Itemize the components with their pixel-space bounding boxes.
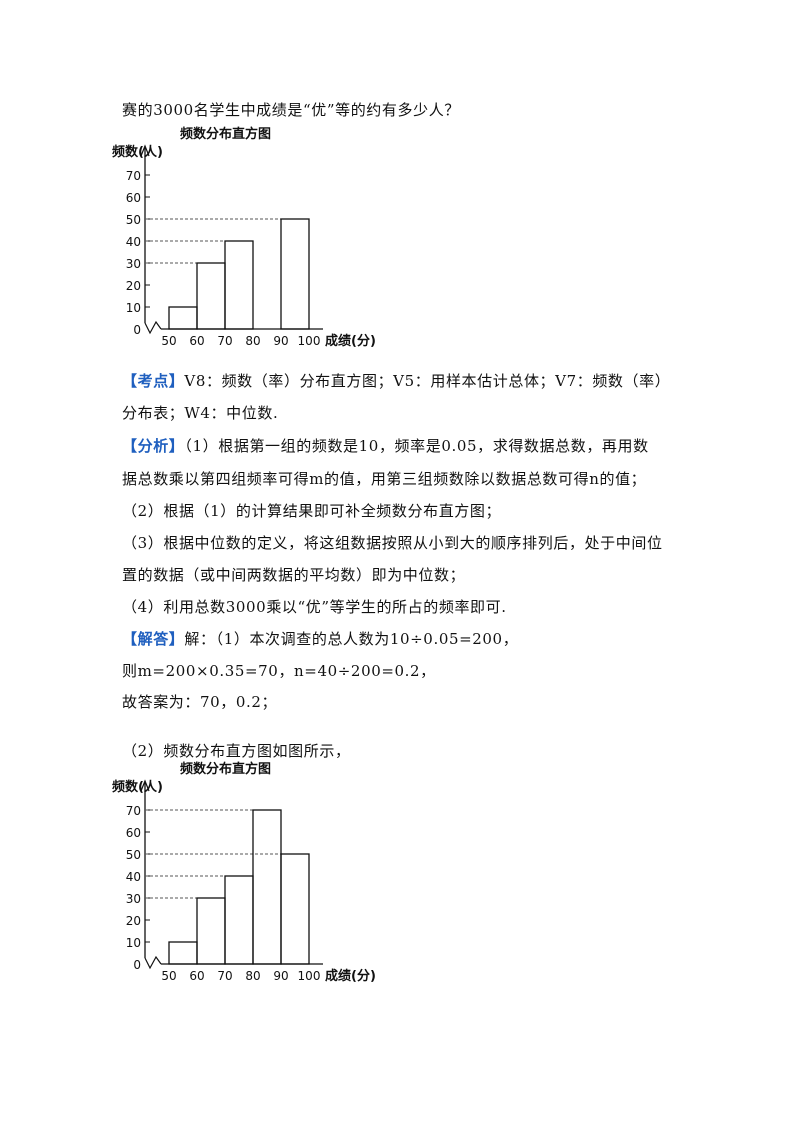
fenxi-line-6: （4）利用总数3000乘以“优”等学生的所占的频率即可. bbox=[122, 598, 507, 616]
x-tick-label: 60 bbox=[189, 969, 204, 983]
chart-title: 频数分布直方图 bbox=[180, 126, 271, 142]
y-axis-label: 频数(人) bbox=[112, 779, 163, 795]
y-tick-label: 10 bbox=[126, 301, 141, 315]
x-tick-label: 50 bbox=[161, 969, 176, 983]
fenxi-line-4: （3）根据中位数的定义，将这组数据按照从小到大的顺序排列后，处于中间位 bbox=[122, 534, 663, 552]
chart-title: 频数分布直方图 bbox=[180, 761, 271, 777]
axis-break bbox=[144, 320, 162, 335]
x-tick-label: 80 bbox=[245, 969, 260, 983]
fenxi-tag: 【分析】 bbox=[122, 437, 185, 455]
x-axis-label: 成绩(分) bbox=[325, 968, 376, 984]
histogram-bar bbox=[224, 875, 254, 965]
fenxi-line-1: 【分析】（1）根据第一组的频数是10，频率是0.05，求得数据总数，再用数 bbox=[122, 436, 649, 456]
x-tick-label: 70 bbox=[217, 969, 232, 983]
x-tick-label: 100 bbox=[298, 969, 321, 983]
y-tick-label: 70 bbox=[126, 804, 141, 818]
x-tick-label: 90 bbox=[273, 969, 288, 983]
histogram-bar bbox=[280, 218, 310, 330]
y-tick-label: 40 bbox=[126, 235, 141, 249]
y-tick-label: 50 bbox=[126, 848, 141, 862]
axis-break bbox=[144, 955, 162, 970]
jieda-line-3: 故答案为：70，0.2； bbox=[122, 693, 278, 711]
kaodian-text-1: V8：频数（率）分布直方图；V5：用样本估计总体；V7：频数（率） bbox=[184, 372, 671, 390]
kaodian-line-2: 分布表；W4：中位数. bbox=[122, 404, 279, 422]
y-tick-label: 0 bbox=[133, 323, 141, 337]
x-tick-label: 90 bbox=[273, 334, 288, 348]
x-tick-label: 70 bbox=[217, 334, 232, 348]
y-tick-label: 0 bbox=[133, 958, 141, 972]
y-tick-label: 10 bbox=[126, 936, 141, 950]
y-tick-label: 20 bbox=[126, 914, 141, 928]
x-axis-label: 成绩(分) bbox=[325, 333, 376, 349]
y-tick-label: 70 bbox=[126, 169, 141, 183]
y-tick-label: 30 bbox=[126, 892, 141, 906]
histogram-bar bbox=[168, 941, 198, 965]
y-tick-label: 60 bbox=[126, 191, 141, 205]
jieda-line-2: 则m=200×0.35=70，n=40÷200=0.2， bbox=[122, 662, 436, 680]
x-tick-label: 100 bbox=[298, 334, 321, 348]
histogram-bar bbox=[224, 240, 254, 330]
jieda-tag: 【解答】 bbox=[122, 630, 185, 648]
fenxi-line-5: 置的数据（或中间两数据的平均数）即为中位数； bbox=[122, 566, 466, 584]
fenxi-line-3: （2）根据（1）的计算结果即可补全频数分布直方图； bbox=[122, 502, 502, 520]
question-line: 赛的3000名学生中成绩是“优”等的约有多少人？ bbox=[122, 101, 460, 119]
y-tick-label: 20 bbox=[126, 279, 141, 293]
jieda-line-4: （2）频数分布直方图如图所示， bbox=[122, 742, 351, 760]
histogram-bar bbox=[196, 897, 226, 965]
kaodian-line-1: 【考点】V8：频数（率）分布直方图；V5：用样本估计总体；V7：频数（率） bbox=[122, 371, 670, 391]
y-tick-label: 60 bbox=[126, 826, 141, 840]
histogram-bar bbox=[168, 306, 198, 330]
y-tick-label: 30 bbox=[126, 257, 141, 271]
y-axis-arrow bbox=[140, 144, 150, 157]
x-tick-label: 80 bbox=[245, 334, 260, 348]
kaodian-tag: 【考点】 bbox=[122, 372, 185, 390]
jieda-text-1: 解：（1）本次调查的总人数为10÷0.05=200， bbox=[184, 630, 519, 648]
fenxi-line-2: 据总数乘以第四组频率可得m的值，用第三组频数除以数据总数可得n的值； bbox=[122, 470, 647, 488]
x-tick-label: 60 bbox=[189, 334, 204, 348]
jieda-line-1: 【解答】解：（1）本次调查的总人数为10÷0.05=200， bbox=[122, 629, 518, 649]
y-tick-label: 40 bbox=[126, 870, 141, 884]
y-axis-label: 频数(人) bbox=[112, 144, 163, 160]
fenxi-text-1: （1）根据第一组的频数是10，频率是0.05，求得数据总数，再用数 bbox=[184, 437, 649, 455]
histogram-bar bbox=[252, 809, 282, 965]
y-axis-arrow bbox=[140, 779, 150, 792]
histogram-bar bbox=[196, 262, 226, 330]
x-tick-label: 50 bbox=[161, 334, 176, 348]
histogram-bar bbox=[280, 853, 310, 965]
y-tick-label: 50 bbox=[126, 213, 141, 227]
